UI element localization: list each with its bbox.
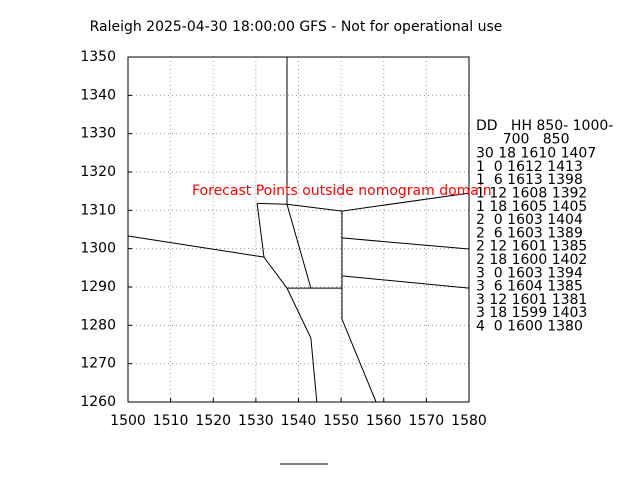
- table-line: 3 18 1599 1403: [476, 305, 587, 321]
- annotation: Forecast Points outside nomogram domain: [192, 183, 492, 199]
- nomogram-line: [341, 211, 377, 403]
- table-line: 700 850: [476, 131, 570, 147]
- y-tick-label: 1320: [80, 164, 116, 180]
- table-line: 3 12 1601 1381: [476, 292, 587, 308]
- nomogram-line: [341, 275, 470, 289]
- nomogram-line: [286, 287, 318, 403]
- table-line: 2 6 1603 1389: [476, 225, 583, 241]
- table-line: 2 0 1603 1404: [476, 212, 583, 228]
- y-tick-label: 1270: [80, 356, 116, 372]
- table-line: 3 0 1603 1394: [476, 265, 583, 281]
- nomogram-line: [341, 237, 470, 250]
- nomogram-line: [256, 203, 265, 258]
- x-tick-label: 1530: [238, 413, 274, 429]
- table-line: 1 6 1613 1398: [476, 172, 583, 188]
- nomogram-line: [286, 204, 312, 289]
- y-tick-label: 1290: [80, 279, 116, 295]
- table-line: 30 18 1610 1407: [476, 146, 596, 162]
- table-line: 1 12 1608 1392: [476, 186, 587, 202]
- table-line: 2 18 1600 1402: [476, 252, 587, 268]
- y-tick-label: 1350: [80, 49, 116, 65]
- table-line: 3 6 1604 1385: [476, 279, 583, 295]
- y-tick-label: 1330: [80, 126, 116, 142]
- x-tick-label: 1520: [195, 413, 231, 429]
- y-tick-label: 1280: [80, 317, 116, 333]
- table-line: 2 12 1601 1385: [476, 239, 587, 255]
- x-tick-label: 1560: [366, 413, 402, 429]
- table-line: 1 18 1605 1405: [476, 199, 587, 215]
- nomogram-line: [257, 202, 288, 205]
- x-tick-label: 1510: [153, 413, 189, 429]
- y-tick-label: 1310: [80, 202, 116, 218]
- x-tick-label: 1580: [451, 413, 487, 429]
- y-tick-label: 1340: [80, 87, 116, 103]
- nomogram-line: [127, 235, 288, 289]
- table-line: DD HH 850- 1000-: [476, 118, 613, 134]
- chart-title: Raleigh 2025-04-30 18:00:00 GFS - Not fo…: [90, 19, 503, 35]
- y-tick-label: 1300: [80, 241, 116, 257]
- x-tick-label: 1570: [409, 413, 445, 429]
- x-tick-label: 1500: [110, 413, 146, 429]
- y-tick-label: 1260: [80, 394, 116, 410]
- table-line: 4 0 1600 1380: [476, 319, 583, 335]
- x-tick-label: 1550: [323, 413, 359, 429]
- x-tick-label: 1540: [281, 413, 317, 429]
- plot-frame: [127, 56, 470, 403]
- table-line: 1 0 1612 1413: [476, 159, 583, 175]
